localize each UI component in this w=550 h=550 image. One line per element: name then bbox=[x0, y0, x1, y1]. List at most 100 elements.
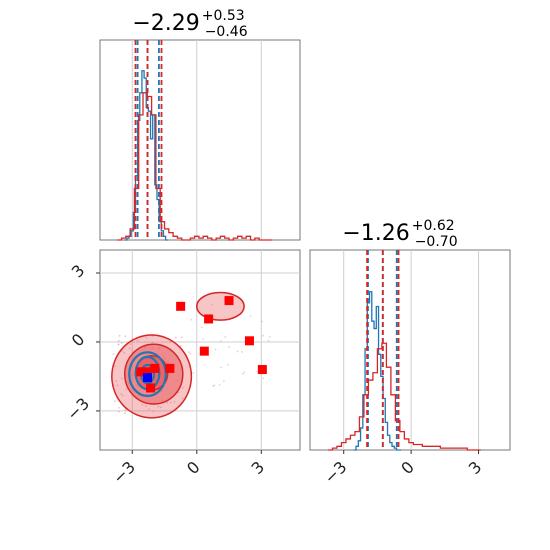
scatter-point-bg bbox=[141, 403, 144, 406]
scatter-xtick-label-0: −3 bbox=[109, 457, 139, 487]
hist2-hist-series-0 bbox=[353, 291, 402, 451]
scatter-point-bg bbox=[262, 377, 265, 380]
scatter-xtick-label-2: 3 bbox=[247, 457, 268, 478]
red-marker-4 bbox=[136, 367, 146, 377]
scatter-point-bg bbox=[226, 363, 229, 366]
scatter-frame bbox=[99, 249, 301, 451]
scatter-point-bg bbox=[236, 350, 239, 353]
hist2-xtick-label-1: 0 bbox=[397, 457, 418, 478]
scatter-point-bg bbox=[124, 335, 127, 338]
scatter-point-bg bbox=[192, 372, 195, 374]
scatter-point-bg bbox=[121, 350, 123, 353]
red-marker-6 bbox=[204, 314, 214, 324]
hist2-title: −1.26 +0.62 −0.70 bbox=[342, 218, 457, 250]
scatter-point-bg bbox=[115, 380, 118, 382]
red-marker-3 bbox=[146, 383, 156, 393]
scatter-point-bg bbox=[166, 402, 169, 404]
hist1-frame bbox=[99, 39, 301, 241]
scatter-point-bg bbox=[117, 339, 120, 342]
scatter-point-bg bbox=[152, 410, 155, 413]
scatter-point-bg bbox=[222, 380, 225, 382]
scatter-point-bg bbox=[169, 340, 172, 343]
scatter-point-bg bbox=[243, 371, 246, 374]
blue-contour-outer bbox=[128, 351, 167, 398]
scatter-point-bg bbox=[219, 340, 222, 342]
scatter-point-bg bbox=[181, 397, 184, 400]
red-marker-7 bbox=[224, 296, 234, 306]
scatter-point-bg bbox=[116, 384, 119, 387]
red-marker-10 bbox=[257, 365, 267, 375]
red-marker-9 bbox=[244, 336, 254, 346]
scatter-point-bg bbox=[262, 334, 264, 337]
scatter-point-bg bbox=[118, 406, 120, 409]
scatter-point-bg bbox=[120, 342, 123, 344]
scatter-point-bg bbox=[144, 405, 147, 408]
scatter-point-bg bbox=[211, 303, 214, 306]
scatter-point-bg bbox=[181, 386, 184, 389]
hist2-frame bbox=[309, 249, 511, 451]
hist2-xtick-label-2: 3 bbox=[465, 457, 486, 478]
scatter-point-bg bbox=[112, 353, 115, 356]
scatter-point-bg bbox=[124, 412, 126, 415]
scatter-point-bg bbox=[202, 338, 205, 341]
scatter-point-bg bbox=[128, 347, 131, 350]
scatter-point-bg bbox=[214, 348, 217, 351]
scatter-point-bg bbox=[145, 336, 148, 339]
scatter-point-bg bbox=[160, 406, 162, 409]
blue-marker bbox=[143, 373, 153, 383]
scatter-point-bg bbox=[219, 366, 222, 369]
hist1-title: −2.29 +0.53 −0.46 bbox=[132, 8, 247, 40]
scatter-point-bg bbox=[241, 372, 244, 375]
scatter-point-bg bbox=[268, 336, 271, 338]
hist2-hist-series-1 bbox=[327, 342, 481, 451]
red-marker-8 bbox=[199, 346, 209, 356]
scatter-point-bg bbox=[228, 346, 231, 349]
scatter-point-bg bbox=[113, 400, 116, 403]
red-marker-1 bbox=[150, 363, 160, 373]
scatter-ytick-label-0: −3 bbox=[63, 394, 93, 424]
scatter-point-bg bbox=[114, 365, 116, 368]
scatter-point-bg bbox=[131, 337, 134, 340]
scatter-point-bg bbox=[224, 336, 227, 338]
scatter-point-bg bbox=[129, 343, 132, 346]
scatter-point-bg bbox=[157, 405, 160, 408]
scatter-point-bg bbox=[117, 410, 120, 413]
scatter-point-bg bbox=[123, 351, 126, 354]
scatter-point-bg bbox=[120, 377, 123, 380]
scatter-ytick-label-1: 0 bbox=[68, 330, 89, 351]
scatter-point-bg bbox=[213, 384, 216, 387]
scatter-point-bg bbox=[120, 393, 123, 396]
red-marker-5 bbox=[176, 301, 186, 311]
scatter-point-bg bbox=[148, 408, 150, 411]
scatter-point-bg bbox=[241, 351, 244, 353]
scatter-point-bg bbox=[125, 388, 128, 391]
scatter-point-bg bbox=[190, 318, 193, 321]
scatter-point-bg bbox=[189, 353, 192, 355]
scatter-point-bg bbox=[124, 409, 127, 412]
scatter-point-bg bbox=[177, 391, 180, 394]
scatter-point-bg bbox=[261, 320, 263, 323]
scatter-point-bg bbox=[136, 339, 139, 342]
scatter-point-bg bbox=[117, 343, 120, 346]
scatter-point-bg bbox=[174, 336, 177, 339]
red-marker-0 bbox=[141, 367, 151, 377]
scatter-point-bg bbox=[118, 334, 121, 337]
scatter-ytick-label-2: 3 bbox=[68, 261, 89, 282]
scatter-point-bg bbox=[121, 394, 124, 397]
scatter-point-bg bbox=[212, 385, 215, 387]
red-contour-island bbox=[196, 291, 245, 321]
scatter-point-bg bbox=[218, 384, 221, 386]
scatter-xtick-label-1: 0 bbox=[183, 457, 204, 478]
scatter-point-bg bbox=[173, 400, 176, 403]
scatter-point-bg bbox=[200, 326, 203, 329]
scatter-point-bg bbox=[151, 341, 154, 344]
scatter-point-bg bbox=[180, 336, 183, 339]
red-marker-2 bbox=[165, 363, 175, 373]
scatter-point-bg bbox=[267, 339, 270, 342]
scatter-point-bg bbox=[249, 315, 252, 317]
hist2-xtick-label-0: −3 bbox=[320, 457, 350, 487]
scatter-point-bg bbox=[179, 345, 182, 347]
scatter-point-bg bbox=[188, 351, 190, 354]
